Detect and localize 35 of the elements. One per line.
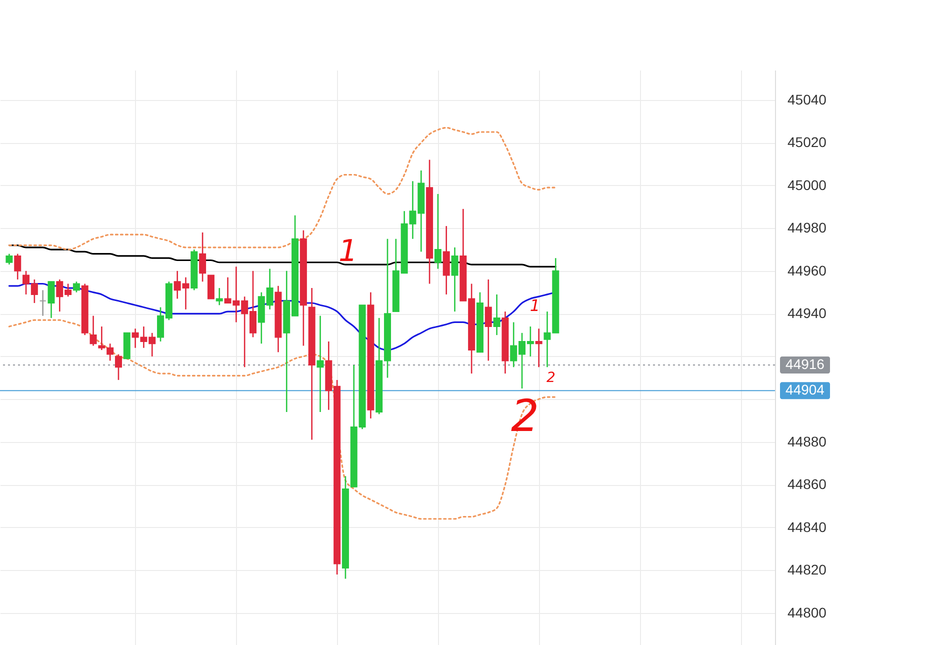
candlestick xyxy=(434,193,442,270)
candlestick xyxy=(48,280,55,319)
candlestick xyxy=(535,328,542,368)
candlestick xyxy=(114,354,122,381)
y-tick-label: 45020 xyxy=(788,134,827,150)
annotation: 1 xyxy=(530,296,540,315)
y-tick-label: 44940 xyxy=(788,305,827,322)
line-series xyxy=(8,319,556,520)
candlestick xyxy=(316,315,324,413)
candlestick xyxy=(493,294,500,336)
y-tick-label: 44800 xyxy=(788,604,827,620)
candlestick xyxy=(216,287,223,306)
y-tick-label: 44840 xyxy=(788,518,827,535)
candlestick xyxy=(442,225,450,296)
candlestick xyxy=(90,315,97,346)
annotation: 2 xyxy=(511,391,539,442)
candlestick xyxy=(451,246,458,312)
y-tick-label: 45040 xyxy=(788,91,827,108)
annotation: 1 xyxy=(338,234,358,269)
y-tick-label: 44980 xyxy=(788,220,827,236)
y-tick-label: 44820 xyxy=(788,562,827,578)
candlestick xyxy=(72,280,80,293)
y-tick-label: 44960 xyxy=(788,262,827,278)
ref-line-label: 44904 xyxy=(786,382,825,398)
y-tick-label: 45000 xyxy=(788,176,827,193)
candlestick xyxy=(484,278,492,362)
annotation: 2 xyxy=(546,370,556,386)
candlestick xyxy=(207,274,214,300)
candlestick xyxy=(199,232,206,282)
candlestick xyxy=(6,253,13,266)
candlestick xyxy=(39,290,46,316)
y-tick-label: 44880 xyxy=(788,433,827,450)
candlestick xyxy=(14,253,22,280)
ref-line-label: 44916 xyxy=(786,356,825,372)
y-tick-label: 44860 xyxy=(788,476,827,492)
